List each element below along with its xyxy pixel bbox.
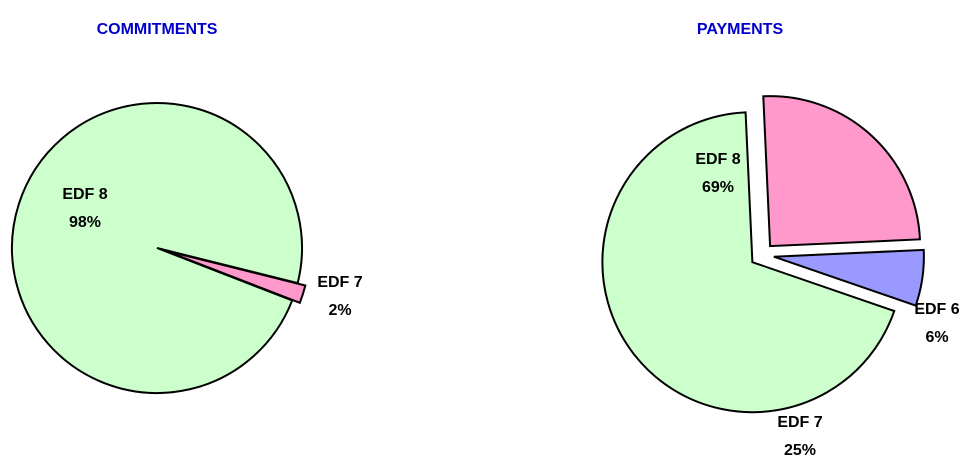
- pie-slice: [762, 95, 921, 248]
- pie-slice: [164, 249, 307, 305]
- pie-slice: [601, 111, 896, 414]
- slice-label: EDF 8: [695, 151, 740, 168]
- chart-title: PAYMENTS: [697, 21, 784, 38]
- slice-label: EDF 7: [777, 414, 822, 431]
- slice-value-label: 69%: [702, 179, 734, 196]
- pie-slice: [11, 102, 303, 394]
- slice-value-label: 98%: [69, 214, 101, 231]
- slice-value-label: 2%: [328, 302, 351, 319]
- slice-value-label: 6%: [925, 329, 948, 346]
- slice-label: EDF 7: [317, 274, 362, 291]
- chart-title: COMMITMENTS: [97, 21, 218, 38]
- slice-value-label: 25%: [784, 442, 816, 459]
- slice-label: EDF 8: [62, 186, 107, 203]
- slice-label: EDF 6: [914, 301, 959, 318]
- pie-slice: [773, 248, 925, 307]
